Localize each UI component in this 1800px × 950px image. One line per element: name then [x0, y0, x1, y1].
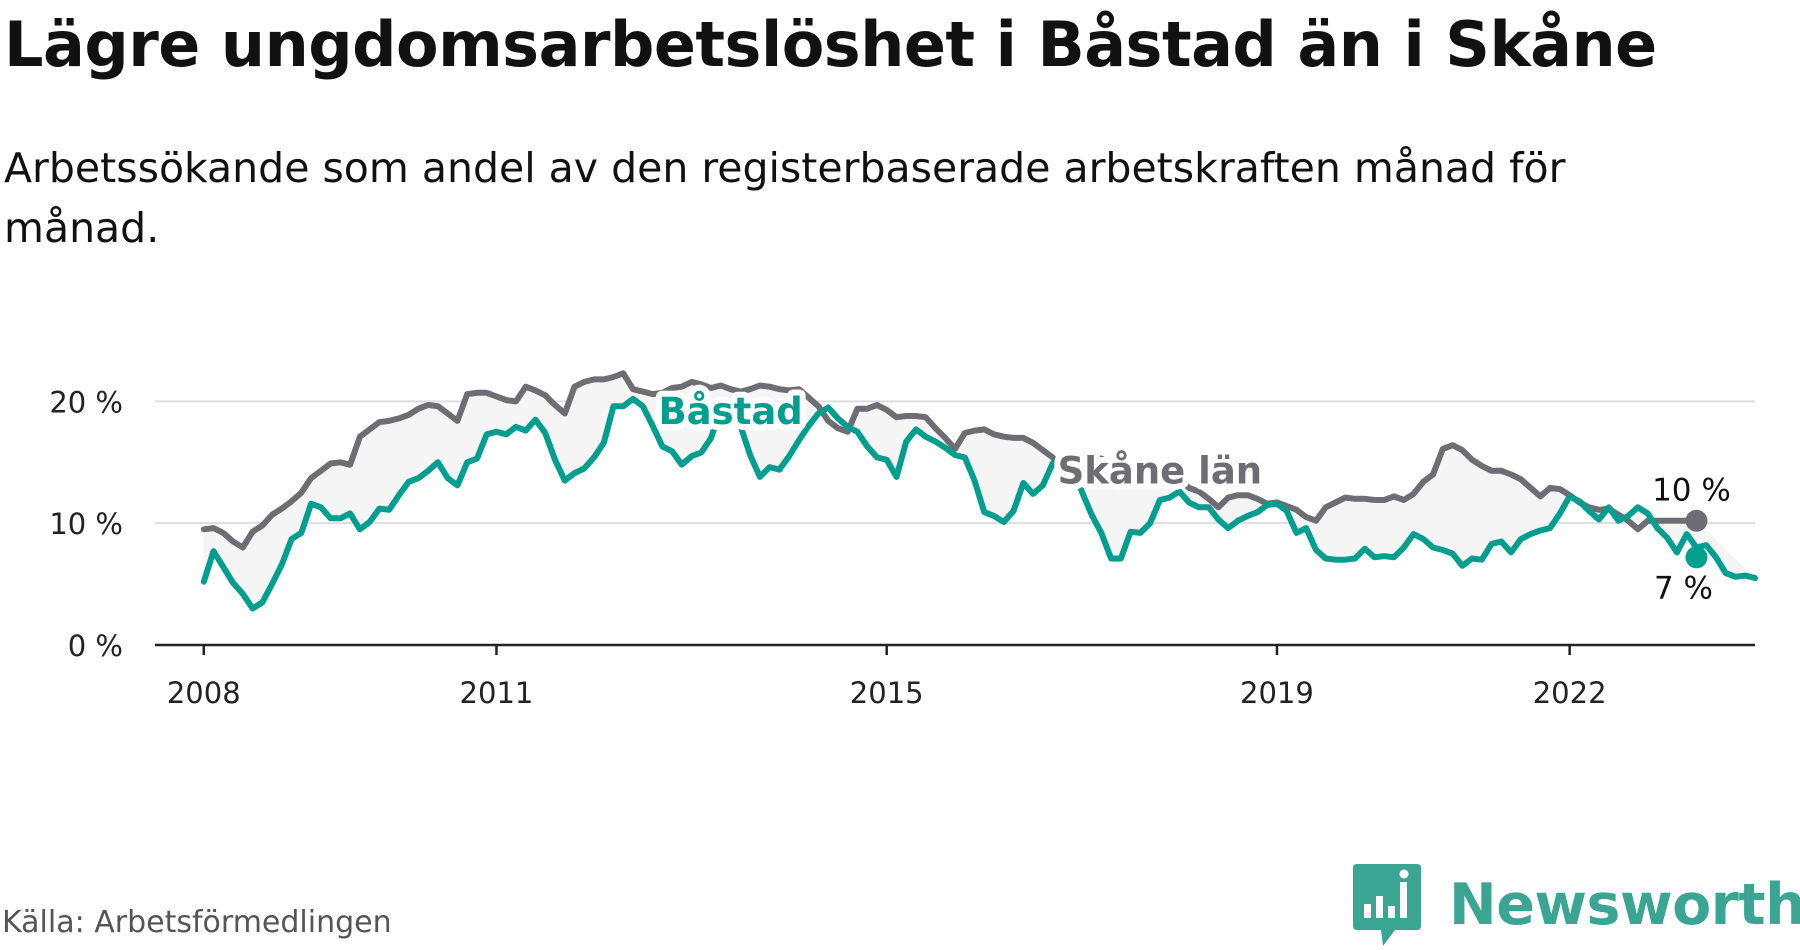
- newsworthy-logo[interactable]: Newsworthy: [1349, 860, 1800, 950]
- end-label-skane-lan: 10 %: [1652, 473, 1731, 509]
- x-tick-label-2022: 2022: [1533, 676, 1607, 710]
- y-tick-label-10: 10 %: [49, 507, 123, 541]
- end-marker-bastad: [1685, 546, 1708, 569]
- series-label-skane-lan: Skåne län: [1058, 450, 1263, 493]
- y-tick-label-20: 20 %: [49, 385, 123, 419]
- chart-subtitle: Arbetssökande som andel av den registerb…: [4, 144, 1566, 252]
- source-note: Källa: Arbetsförmedlingen: [2, 905, 392, 940]
- y-tick-label-0: 0 %: [68, 629, 123, 663]
- chart-title: Lägre ungdomsarbetslöshet i Båstad än i …: [4, 8, 1657, 81]
- x-tick-label-2019: 2019: [1240, 676, 1314, 710]
- line-chart: 0 % 10 % 20 % 2008 2011 2015 2019 2022 Båstad Skå…: [49, 370, 1758, 710]
- x-tick-label-2011: 2011: [460, 676, 534, 710]
- series-line-skane-lan: [200, 370, 1700, 551]
- end-marker-skane-lan: [1685, 509, 1708, 532]
- newsworthy-chart-bubble-icon: [1353, 864, 1421, 946]
- brand-name: Newsworthy: [1449, 872, 1800, 938]
- x-tick-label-2008: 2008: [167, 676, 241, 710]
- series-label-bastad: Båstad: [658, 390, 802, 433]
- x-tick-label-2015: 2015: [850, 676, 924, 710]
- end-label-bastad: 7 %: [1654, 570, 1713, 606]
- series-line-bastad: [200, 395, 1758, 612]
